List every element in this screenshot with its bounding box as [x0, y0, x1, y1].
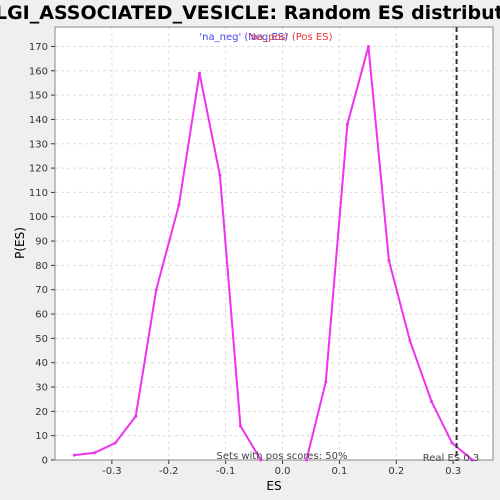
y-tick-label: 110: [29, 188, 48, 199]
x-tick-label: -0.1: [216, 466, 236, 477]
data-point: [113, 441, 117, 445]
data-point: [72, 453, 76, 457]
data-point: [134, 414, 138, 418]
x-axis-label: ES: [266, 479, 281, 493]
x-tick-label: 0.2: [388, 466, 404, 477]
y-tick-label: 70: [35, 285, 48, 296]
y-tick-label: 50: [35, 334, 48, 345]
data-point: [366, 44, 370, 48]
axes: 0 10 20 30 40 50 60 70 80 90 100 110 120 130 140 150 160…: [29, 26, 494, 477]
legend-neg-label: 'na_neg' (Neg ES): [199, 32, 288, 43]
series-layer: [72, 44, 475, 462]
plot-frame: [54, 26, 494, 461]
data-point: [154, 288, 158, 292]
legend-pos-label: 'na_pos' (Pos ES): [248, 32, 333, 43]
data-point: [324, 380, 328, 384]
y-tick-label: 90: [35, 237, 48, 248]
y-tick-label: 20: [35, 407, 48, 418]
y-tick-label: 40: [35, 358, 48, 369]
y-tick-label: 150: [29, 91, 48, 102]
chart-title: GOLGI_ASSOCIATED_VESICLE: Random ES dist…: [0, 2, 500, 24]
y-tick-label: 10: [35, 431, 48, 442]
x-tick-label: -0.2: [159, 466, 179, 477]
data-point: [471, 458, 475, 462]
data-point: [218, 173, 222, 177]
series-line-neg: [74, 72, 262, 461]
y-tick-label: 140: [29, 115, 48, 126]
y-tick-label: 170: [29, 42, 48, 53]
y-tick-label: 0: [42, 456, 48, 467]
y-tick-label: 130: [29, 139, 48, 150]
x-tick-label: 0.1: [331, 466, 347, 477]
y-axis-label: P(ES): [13, 227, 27, 259]
data-point: [345, 122, 349, 126]
pos-scores-annotation: Sets with pos scores: 50%: [217, 451, 348, 462]
data-point: [430, 400, 434, 404]
real-es-label: Real ES 0.3: [423, 453, 479, 464]
x-tick-label: -0.3: [102, 466, 122, 477]
y-tick-label: 60: [35, 310, 48, 321]
data-point: [259, 458, 263, 462]
data-point: [197, 71, 201, 75]
data-point: [177, 203, 181, 207]
y-tick-label: 30: [35, 383, 48, 394]
data-point: [304, 458, 308, 462]
data-point: [450, 441, 454, 445]
y-tick-label: 160: [29, 66, 48, 77]
y-tick-label: 100: [29, 212, 48, 223]
y-tick-label: 80: [35, 261, 48, 272]
data-point: [93, 451, 97, 455]
data-point: [387, 259, 391, 263]
x-tick-label: 0.0: [275, 466, 291, 477]
y-tick-label: 120: [29, 164, 48, 175]
data-point: [238, 424, 242, 428]
x-tick-label: 0.3: [445, 466, 461, 477]
plot-area: [55, 27, 493, 460]
data-point: [408, 339, 412, 343]
